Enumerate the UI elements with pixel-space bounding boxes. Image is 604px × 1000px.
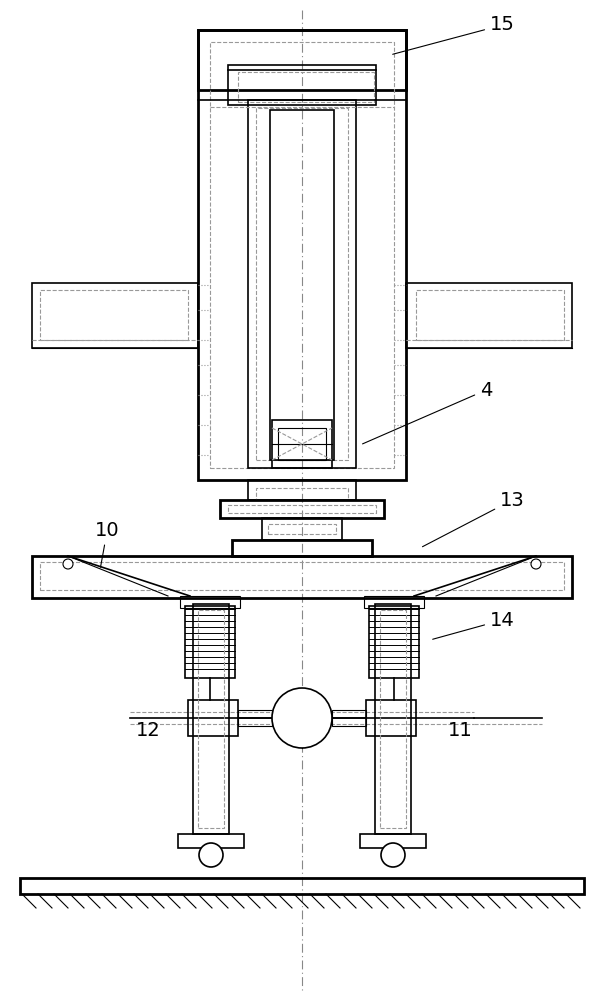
Bar: [416, 290, 564, 340]
Bar: [185, 606, 235, 678]
Bar: [178, 834, 244, 848]
Bar: [220, 500, 384, 518]
Text: 12: 12: [136, 720, 161, 740]
Text: 15: 15: [393, 15, 515, 54]
Bar: [32, 283, 198, 348]
Bar: [232, 540, 372, 556]
Bar: [380, 610, 406, 828]
Bar: [238, 710, 272, 726]
Bar: [332, 710, 366, 726]
Circle shape: [63, 559, 73, 569]
Bar: [188, 700, 238, 736]
Bar: [278, 428, 326, 460]
Bar: [248, 100, 356, 468]
Bar: [238, 72, 374, 102]
Bar: [40, 562, 564, 590]
Bar: [198, 30, 406, 480]
Bar: [20, 878, 584, 894]
Text: 4: 4: [362, 380, 492, 444]
Circle shape: [199, 843, 223, 867]
Text: 10: 10: [95, 520, 120, 567]
Bar: [375, 604, 411, 834]
Text: 13: 13: [422, 490, 525, 547]
Bar: [366, 700, 416, 736]
Circle shape: [531, 559, 541, 569]
Text: 11: 11: [448, 720, 472, 740]
Circle shape: [381, 843, 405, 867]
Bar: [210, 42, 394, 468]
Text: 14: 14: [432, 610, 515, 639]
Bar: [270, 110, 334, 460]
Bar: [248, 480, 356, 500]
Bar: [180, 596, 240, 608]
Bar: [406, 283, 572, 348]
Bar: [268, 524, 336, 534]
Bar: [228, 505, 376, 513]
Bar: [198, 30, 406, 90]
Bar: [40, 290, 188, 340]
Circle shape: [272, 688, 332, 748]
Bar: [228, 65, 376, 105]
Bar: [364, 596, 424, 608]
Bar: [360, 834, 426, 848]
Bar: [198, 610, 224, 828]
Bar: [272, 420, 332, 468]
Bar: [193, 604, 229, 834]
Bar: [256, 488, 348, 500]
Bar: [256, 108, 348, 460]
Bar: [369, 606, 419, 678]
Bar: [32, 556, 572, 598]
Bar: [262, 518, 342, 540]
